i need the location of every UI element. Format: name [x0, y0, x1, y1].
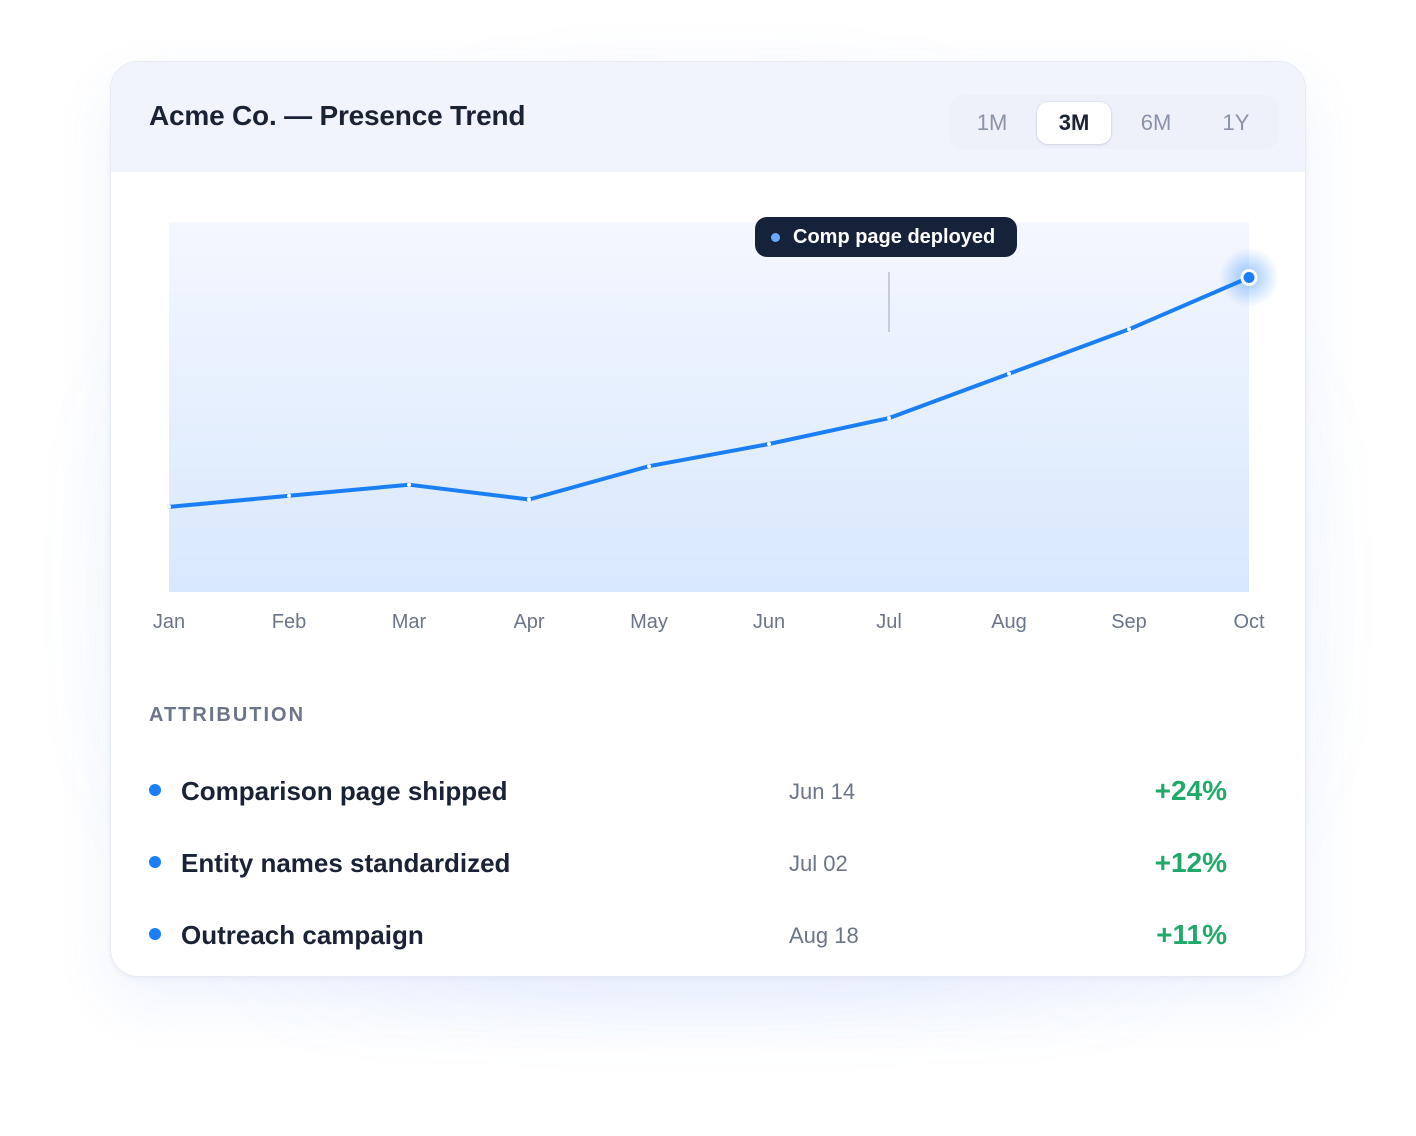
x-tick-label: May: [630, 611, 668, 633]
latest-point[interactable]: [1240, 269, 1258, 286]
attribution-heading: ATTRIBUTION: [149, 704, 306, 726]
data-point: [767, 442, 771, 446]
data-point: [527, 497, 531, 502]
attribution-date: Jul 02: [789, 851, 848, 876]
data-point: [1127, 327, 1131, 332]
series-line: [167, 275, 1251, 509]
annotation-dot-icon: [771, 233, 780, 242]
x-tick-label: Mar: [391, 611, 427, 633]
x-tick-label: Jun: [752, 611, 786, 633]
x-tick-label: Sep: [1111, 611, 1147, 633]
attribution-name: Outreach campaign: [181, 920, 424, 950]
x-tick-label: Jan: [152, 611, 186, 633]
attribution-change: +11%: [1156, 919, 1227, 950]
attribution-date: Jun 14: [789, 779, 856, 804]
attribution-row[interactable]: Outreach campaign Aug 18 +11%: [111, 914, 1305, 954]
presence-trend-card: Acme Co. — Presence Trend 1M 3M 6M 1Y Ja…: [110, 61, 1306, 977]
card-header: Acme Co. — Presence Trend 1M 3M 6M 1Y: [111, 62, 1305, 172]
x-tick-label: Feb: [271, 611, 307, 633]
annotation-label: Comp page deployed: [793, 226, 996, 248]
data-point: [647, 464, 651, 469]
attribution-date: Aug 18: [789, 923, 859, 948]
attribution-change: +12%: [1154, 847, 1227, 878]
range-button-3m[interactable]: 3M: [1037, 102, 1111, 144]
data-point: [407, 482, 411, 487]
bullet-icon: [149, 784, 161, 796]
bullet-icon: [149, 856, 161, 868]
area-fill: [169, 222, 1249, 592]
card-title: Acme Co. — Presence Trend: [149, 100, 526, 131]
attribution-name: Entity names standardized: [181, 848, 511, 878]
range-button-1m[interactable]: 1M: [976, 110, 1008, 135]
bullet-icon: [149, 928, 161, 940]
range-button-6m[interactable]: 6M: [1140, 110, 1172, 135]
range-button-1y[interactable]: 1Y: [1222, 110, 1250, 135]
attribution-name: Comparison page shipped: [181, 776, 508, 806]
x-tick-label: Jul: [876, 611, 902, 633]
presence-trend-chart: [167, 222, 1279, 592]
attribution-change: +24%: [1154, 775, 1227, 806]
attribution-row[interactable]: Entity names standardized Jul 02 +12%: [111, 842, 1305, 882]
x-tick-label: Aug: [991, 611, 1027, 633]
data-point: [287, 493, 291, 498]
data-point: [167, 504, 171, 509]
data-point: [887, 416, 891, 421]
x-tick-label: Oct: [1233, 611, 1265, 633]
attribution-row[interactable]: Comparison page shipped Jun 14 +24%: [111, 770, 1305, 810]
time-range-selector: 1M 3M 6M 1Y: [949, 95, 1279, 149]
x-tick-label: Apr: [513, 611, 545, 633]
data-point: [1007, 371, 1011, 376]
chart-annotation: Comp page deployed: [755, 217, 1018, 257]
